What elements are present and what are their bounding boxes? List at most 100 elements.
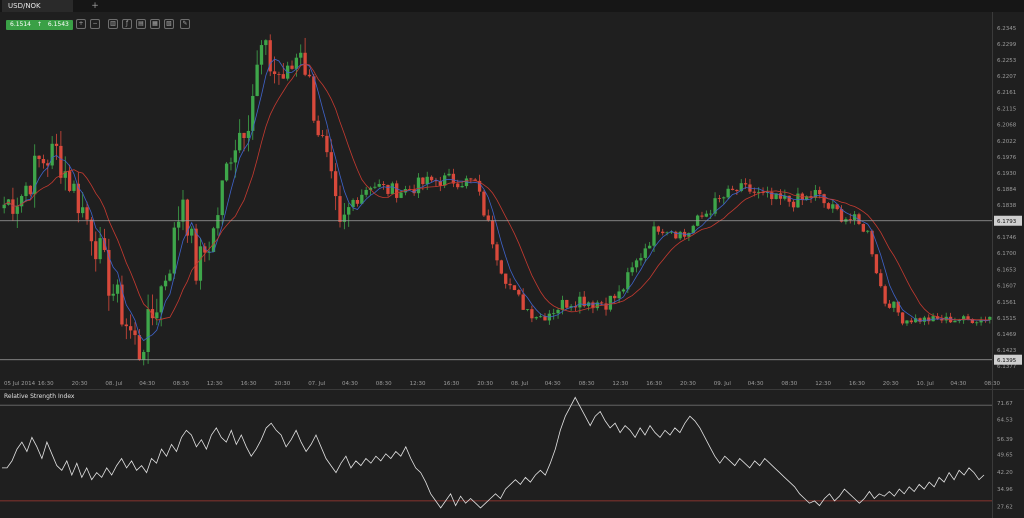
candle-body [98,238,102,260]
candle-body [600,302,604,304]
price-tick-label: 6.2299 [997,42,1017,48]
candle-body [870,230,874,255]
candle-body [626,272,630,290]
candle-body [198,246,203,281]
candle-body [490,220,495,245]
candle-body [368,187,373,190]
candle-body [224,163,229,181]
candle-body [831,204,835,209]
price-tick-label: 6.2068 [997,123,1017,129]
candle-body [268,40,272,72]
rsi-tick-label: 42.20 [997,470,1013,476]
candle-body [661,231,665,234]
indicators-icon[interactable]: ƒ [122,19,132,29]
candle-body [233,150,237,163]
candle-body [879,273,883,287]
candle-body [41,158,46,164]
ma-slow-line [3,63,990,321]
candle-body [102,238,107,251]
candle-body [709,213,713,215]
candle-body [717,198,722,200]
candle-body [935,316,940,319]
candle-body [565,299,569,308]
candle-body [822,194,826,204]
candle-body [281,74,285,79]
ma-fast-line [3,58,990,342]
candle-body [251,95,255,131]
candle-body [722,197,726,199]
candle-body [111,293,115,296]
candle-body [155,312,159,319]
candle-body [286,65,290,79]
candle-body [791,201,796,208]
candle-body [778,193,783,199]
candle-body [59,145,63,178]
chart-type-icon[interactable]: ▥ [108,19,118,29]
candle-body [142,352,146,360]
time-tick-label: 16:30 [38,381,54,387]
candle-body [85,207,89,220]
candle-body [24,185,28,197]
candle-body [905,320,909,324]
time-tick-label: 16:30 [646,381,662,387]
candle-body [857,214,861,224]
candle-body [608,295,613,310]
candle-body [242,132,246,139]
candle-body [364,189,368,195]
candle-body [927,317,931,322]
candle-body [979,319,983,323]
price-tick-label: 6.1930 [997,171,1017,177]
candle-body [229,162,233,164]
candle-body [351,200,355,208]
time-tick-label: 08:30 [376,381,392,387]
candle-body [975,322,979,324]
price-tick-label: 6.2345 [997,26,1017,32]
candle-body [826,203,831,209]
candle-body [957,320,961,322]
time-tick-label: 04:30 [545,381,561,387]
candle-body [687,232,691,237]
candle-body [569,306,573,308]
time-tick-label: 04:30 [139,381,155,387]
draw-icon[interactable]: ✎ [180,19,190,29]
candle-body [953,320,957,323]
candle-body [277,74,281,75]
zoom-in-icon[interactable]: + [76,19,86,29]
candle-body [735,189,739,192]
price-tick-label: 6.1607 [997,284,1017,290]
level-tag-label: 6.1395 [997,358,1017,364]
candle-body [290,65,294,69]
candle-body [621,289,626,292]
study-icon[interactable]: ▧ [164,19,174,29]
candle-body [861,223,866,232]
rsi-tick-label: 64.53 [997,418,1013,424]
time-tick-label: 16:30 [443,381,459,387]
price-tick-label: 6.2161 [997,90,1016,96]
candle-body [412,189,416,194]
candle-body [434,180,438,182]
candle-body [530,309,534,319]
ask-price: 6.1543 [47,21,69,28]
save-icon[interactable]: ▦ [150,19,160,29]
price-tick-label: 6.1377 [997,364,1017,370]
candle-body [316,120,320,136]
candle-body [172,227,176,274]
time-tick-label: 10. Jul [917,381,935,387]
candle-body [150,309,155,319]
candle-body [451,173,456,184]
add-tab-button[interactable]: + [91,1,99,11]
candle-body [591,302,595,309]
zoom-out-icon[interactable]: − [90,19,100,29]
candle-body [176,221,181,228]
candle-body [556,309,560,314]
candle-body [381,184,386,185]
candle-body [713,198,717,214]
rsi-tick-label: 56.39 [997,437,1013,443]
tab-usdnok[interactable]: USD/NOK [2,0,73,12]
quote-badge[interactable]: 6.1514 ↑ 6.1543 [6,20,73,30]
templates-icon[interactable]: ▤ [136,19,146,29]
candle-body [216,215,220,229]
candle-body [395,183,399,198]
candle-body [538,316,543,318]
